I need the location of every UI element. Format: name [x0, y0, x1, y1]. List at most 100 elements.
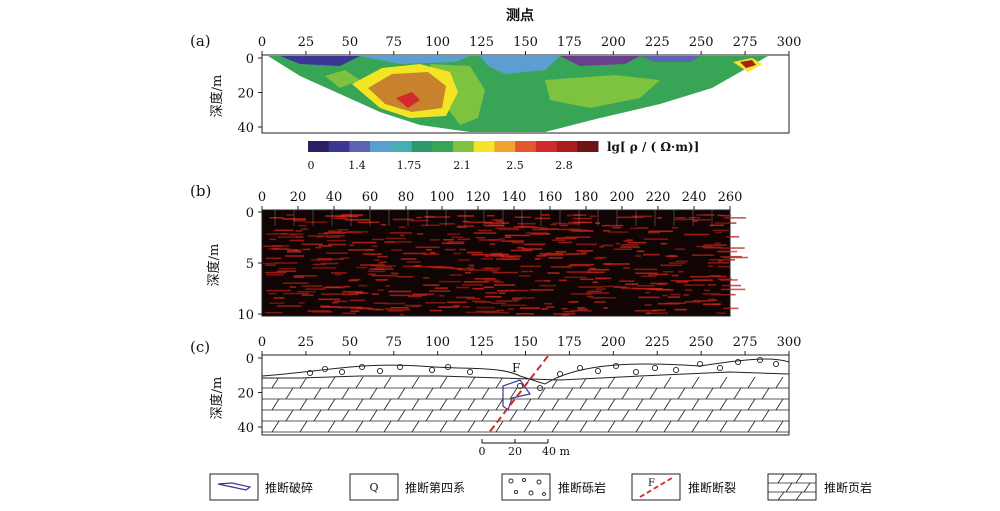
gravel — [612, 362, 620, 370]
gpr-reflection — [266, 233, 272, 235]
gpr-reflection — [592, 281, 598, 283]
shale-tick — [621, 387, 630, 400]
gpr-reflection — [368, 273, 376, 276]
gpr-reflection — [675, 260, 688, 263]
gravel — [556, 370, 564, 378]
shale-tick — [271, 376, 280, 389]
gpr-reflection — [478, 239, 500, 241]
shale-tick — [719, 376, 728, 389]
gpr-reflection — [633, 268, 658, 271]
shale-layer — [262, 376, 789, 433]
shale-tick — [495, 398, 504, 411]
gpr-reflection — [453, 252, 461, 255]
gpr-reflection — [723, 256, 749, 259]
scale-label-40: 40 m — [542, 445, 570, 458]
gpr-reflection — [521, 270, 528, 273]
gpr-reflection — [285, 255, 305, 257]
shale-tick — [411, 398, 420, 411]
gpr-reflection — [368, 270, 386, 273]
shale-tick — [425, 409, 434, 422]
shale-tick — [705, 387, 714, 400]
shale-tick — [635, 398, 644, 411]
gpr-reflection — [632, 283, 639, 285]
gpr-reflection — [468, 264, 475, 267]
gpr-reflection — [305, 221, 328, 224]
gpr-reflection — [621, 244, 639, 246]
gpr-reflection — [563, 276, 587, 279]
quaternary-cover — [262, 358, 789, 385]
legend-label: 推断破碎 — [265, 480, 313, 495]
gpr-reflection — [269, 216, 283, 219]
gravel — [338, 368, 346, 376]
colorbar-tick-label: 1.4 — [348, 159, 366, 172]
gpr-reflection — [530, 289, 554, 291]
gpr-reflection — [388, 290, 412, 293]
gpr-reflection — [564, 236, 591, 238]
gpr-reflection — [416, 233, 424, 235]
gpr-reflection — [484, 255, 489, 258]
gpr-reflection — [375, 266, 393, 268]
gpr-reflection — [400, 234, 405, 237]
gpr-reflection — [326, 236, 341, 238]
gpr-reflection — [466, 251, 483, 254]
gpr-reflection — [495, 220, 503, 223]
gpr-reflection — [573, 221, 593, 224]
gpr-reflection — [504, 236, 512, 238]
y-tick-label: 0 — [246, 206, 254, 221]
shale-tick — [355, 398, 364, 411]
gpr-reflection — [635, 272, 658, 275]
gpr-reflection — [550, 266, 572, 268]
x-tick-label: 225 — [645, 35, 670, 50]
gpr-reflection — [693, 219, 711, 221]
y-tick-label: 0 — [246, 352, 254, 367]
gpr-reflection — [476, 306, 495, 309]
gpr-reflection — [483, 286, 494, 289]
gpr-reflection — [475, 310, 500, 313]
shale-tick — [579, 420, 588, 433]
gpr-reflection — [386, 309, 391, 312]
colorbar-tick-label: 2.8 — [555, 159, 573, 172]
gpr-reflection — [631, 215, 653, 218]
fault-label: F — [512, 361, 520, 375]
gpr-reflection — [543, 302, 553, 305]
x-tick-label: 275 — [733, 35, 758, 50]
x-tick-label: 225 — [645, 335, 670, 350]
gpr-reflection — [266, 273, 284, 276]
gpr-reflection — [635, 255, 642, 257]
gpr-reflection — [675, 216, 686, 219]
panel-a-ylabel: 深度/m — [209, 75, 225, 118]
gpr-reflection — [717, 265, 731, 268]
gpr-reflection — [342, 291, 363, 293]
shale-tick — [299, 376, 308, 389]
gpr-reflection — [586, 292, 610, 294]
legend-item-fault: F 推断断裂 — [631, 473, 736, 501]
shale-tick — [593, 409, 602, 422]
gpr-reflection — [377, 289, 384, 292]
gpr-reflection — [465, 311, 491, 314]
x-tick-label: 60 — [362, 190, 379, 205]
gpr-reflection — [666, 302, 687, 304]
gpr-reflection — [334, 300, 348, 303]
legend-label: 推断砾岩 — [558, 480, 606, 495]
gpr-reflection — [652, 309, 666, 311]
legend-label: 推断页岩 — [824, 480, 872, 495]
shale-tick — [747, 376, 756, 389]
gpr-reflection — [629, 227, 638, 230]
x-tick-label: 200 — [601, 335, 626, 350]
gpr-reflection — [457, 225, 475, 228]
gpr-reflection — [532, 228, 548, 231]
gpr-reflection — [392, 218, 414, 221]
gpr-reflection — [441, 242, 465, 245]
shale-tick — [579, 398, 588, 411]
gpr-reflection — [281, 233, 304, 235]
gpr-reflection — [634, 309, 659, 312]
geological-section — [262, 356, 789, 434]
gpr-reflection — [341, 293, 359, 296]
gpr-reflection — [346, 214, 351, 216]
shale-tick — [663, 376, 672, 389]
gpr-reflection — [380, 261, 387, 264]
panel-c: (c) F 0 25 50 75 100 125 150 175 200 225 250 275 300… — [190, 335, 801, 458]
colorbar-swatch — [432, 141, 454, 152]
gpr-reflection — [348, 249, 374, 251]
gpr-reflection — [316, 236, 323, 238]
